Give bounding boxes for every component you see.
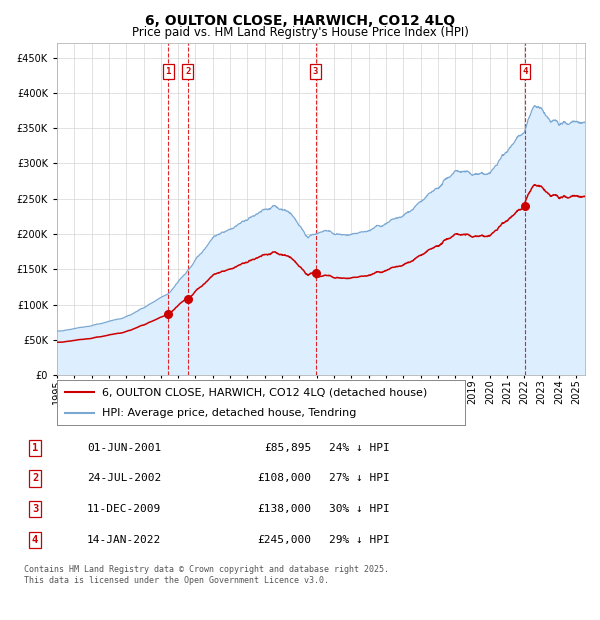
Text: 1: 1 bbox=[32, 443, 38, 453]
Text: 11-DEC-2009: 11-DEC-2009 bbox=[87, 504, 161, 514]
Text: 3: 3 bbox=[32, 504, 38, 514]
Text: HPI: Average price, detached house, Tendring: HPI: Average price, detached house, Tend… bbox=[102, 407, 356, 418]
Text: 2: 2 bbox=[32, 474, 38, 484]
Text: 30% ↓ HPI: 30% ↓ HPI bbox=[329, 504, 389, 514]
Text: 24-JUL-2002: 24-JUL-2002 bbox=[87, 474, 161, 484]
Text: 4: 4 bbox=[523, 67, 528, 76]
Text: 01-JUN-2001: 01-JUN-2001 bbox=[87, 443, 161, 453]
Text: 1: 1 bbox=[166, 67, 171, 76]
Text: 6, OULTON CLOSE, HARWICH, CO12 4LQ (detached house): 6, OULTON CLOSE, HARWICH, CO12 4LQ (deta… bbox=[102, 387, 427, 397]
Text: Price paid vs. HM Land Registry's House Price Index (HPI): Price paid vs. HM Land Registry's House … bbox=[131, 26, 469, 39]
Text: 2: 2 bbox=[185, 67, 191, 76]
Text: 6, OULTON CLOSE, HARWICH, CO12 4LQ: 6, OULTON CLOSE, HARWICH, CO12 4LQ bbox=[145, 14, 455, 28]
Text: Contains HM Land Registry data © Crown copyright and database right 2025.
This d: Contains HM Land Registry data © Crown c… bbox=[24, 565, 389, 585]
Text: 24% ↓ HPI: 24% ↓ HPI bbox=[329, 443, 389, 453]
Text: £138,000: £138,000 bbox=[257, 504, 311, 514]
Text: 3: 3 bbox=[313, 67, 319, 76]
Text: 27% ↓ HPI: 27% ↓ HPI bbox=[329, 474, 389, 484]
Text: £245,000: £245,000 bbox=[257, 535, 311, 545]
Text: 4: 4 bbox=[32, 535, 38, 545]
Text: 14-JAN-2022: 14-JAN-2022 bbox=[87, 535, 161, 545]
Text: 29% ↓ HPI: 29% ↓ HPI bbox=[329, 535, 389, 545]
Text: £85,895: £85,895 bbox=[264, 443, 311, 453]
Text: £108,000: £108,000 bbox=[257, 474, 311, 484]
